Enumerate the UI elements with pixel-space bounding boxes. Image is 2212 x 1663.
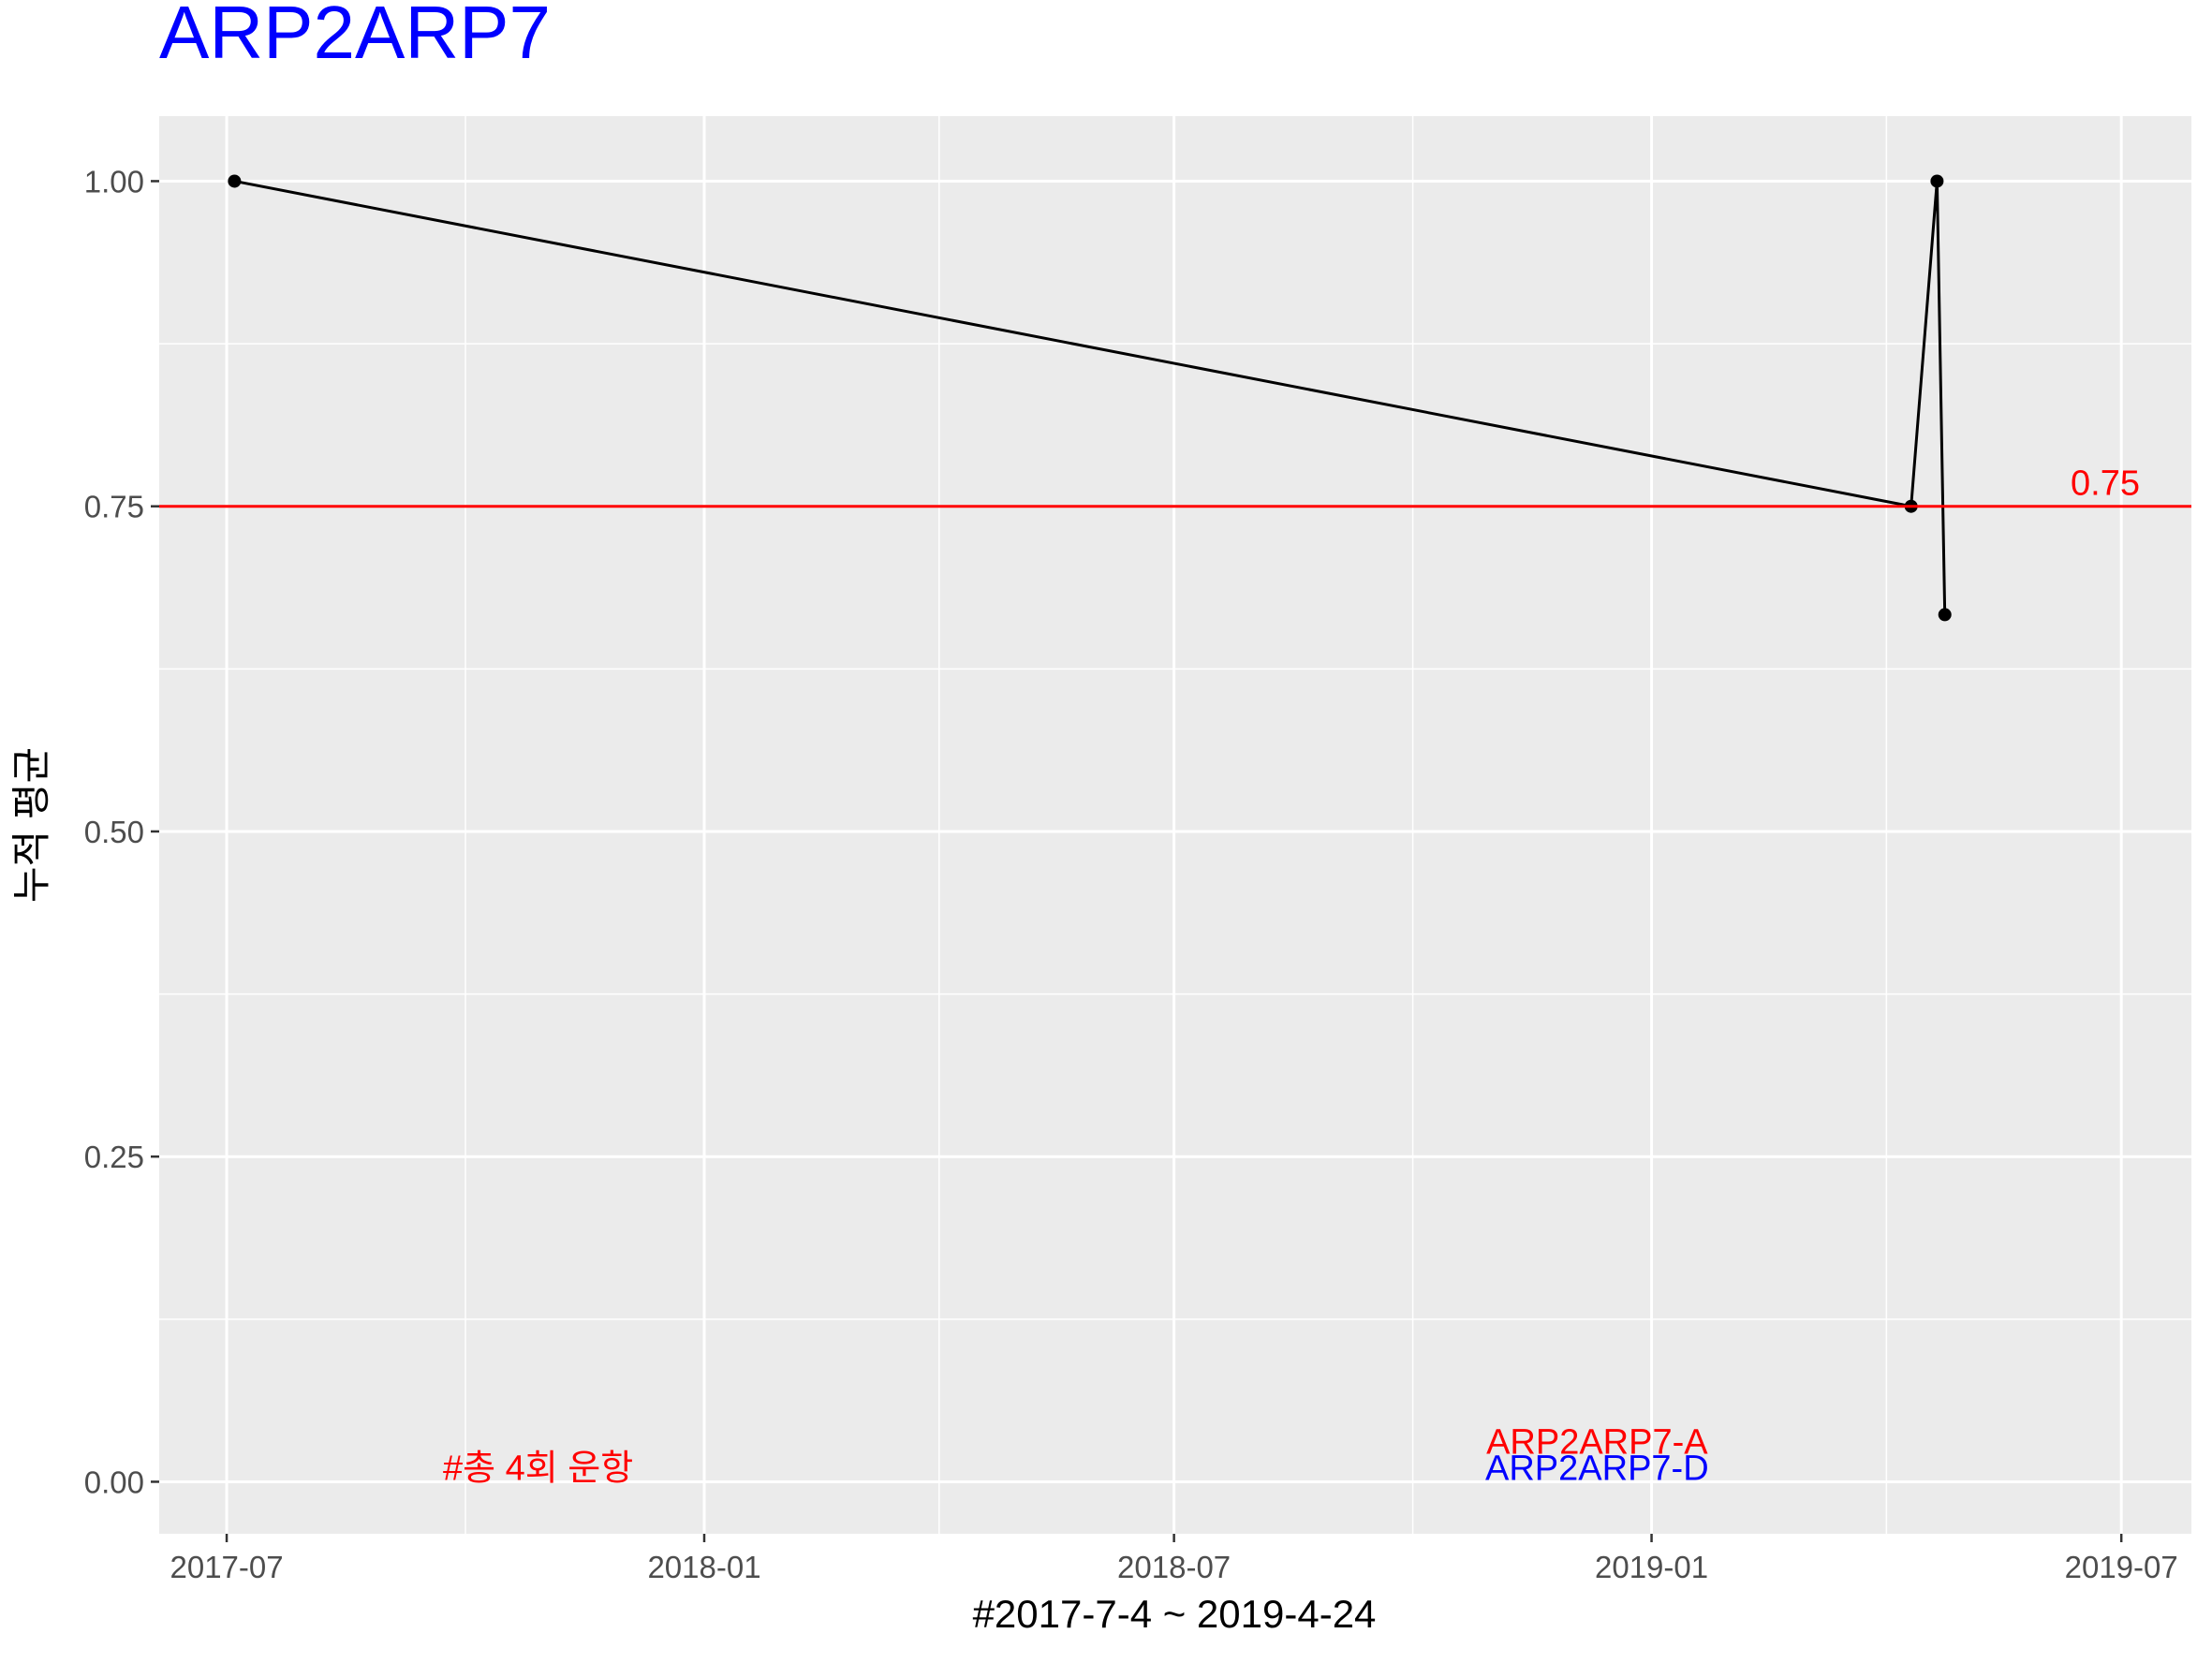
- reference-line-layer: 0.75: [159, 464, 2191, 508]
- major-gridlines: [159, 116, 2191, 1534]
- y-tick-label: 0.25: [84, 1140, 144, 1174]
- y-tick-label: 1.00: [84, 164, 144, 199]
- y-axis-title: 누적 평균: [9, 747, 53, 903]
- x-axis-title: #2017-7-4 ~ 2019-4-24: [973, 1592, 1377, 1636]
- reference-line-label: 0.75: [2071, 464, 2140, 504]
- data-point: [1930, 174, 1944, 188]
- x-tick-label: 2017-07: [170, 1550, 284, 1584]
- x-tick-label: 2018-07: [1117, 1550, 1231, 1584]
- y-tick-label: 0.75: [84, 490, 144, 524]
- annotation-text: ARP2ARP7-A: [1486, 1423, 1708, 1463]
- annotation-text: ARP2ARP7-D: [1485, 1449, 1709, 1488]
- y-tick-label: 0.00: [84, 1464, 144, 1499]
- x-axis: 2017-07 2018-01 2018-07 2019-01 2019-07: [170, 1534, 2178, 1584]
- x-tick-label: 2018-01: [647, 1550, 760, 1584]
- series-line: [234, 179, 1947, 615]
- annotation-text: #총 4회 운항: [443, 1449, 633, 1488]
- x-tick-label: 2019-07: [2065, 1550, 2178, 1584]
- x-tick-label: 2019-01: [1595, 1550, 1708, 1584]
- chart-title: ARP2ARP7: [159, 0, 551, 74]
- series-layer: [228, 174, 1952, 622]
- data-point: [1938, 608, 1952, 622]
- y-tick-label: 0.50: [84, 815, 144, 849]
- data-point: [228, 174, 242, 188]
- y-axis: 0.00 0.25 0.50 0.75 1.00: [84, 164, 159, 1499]
